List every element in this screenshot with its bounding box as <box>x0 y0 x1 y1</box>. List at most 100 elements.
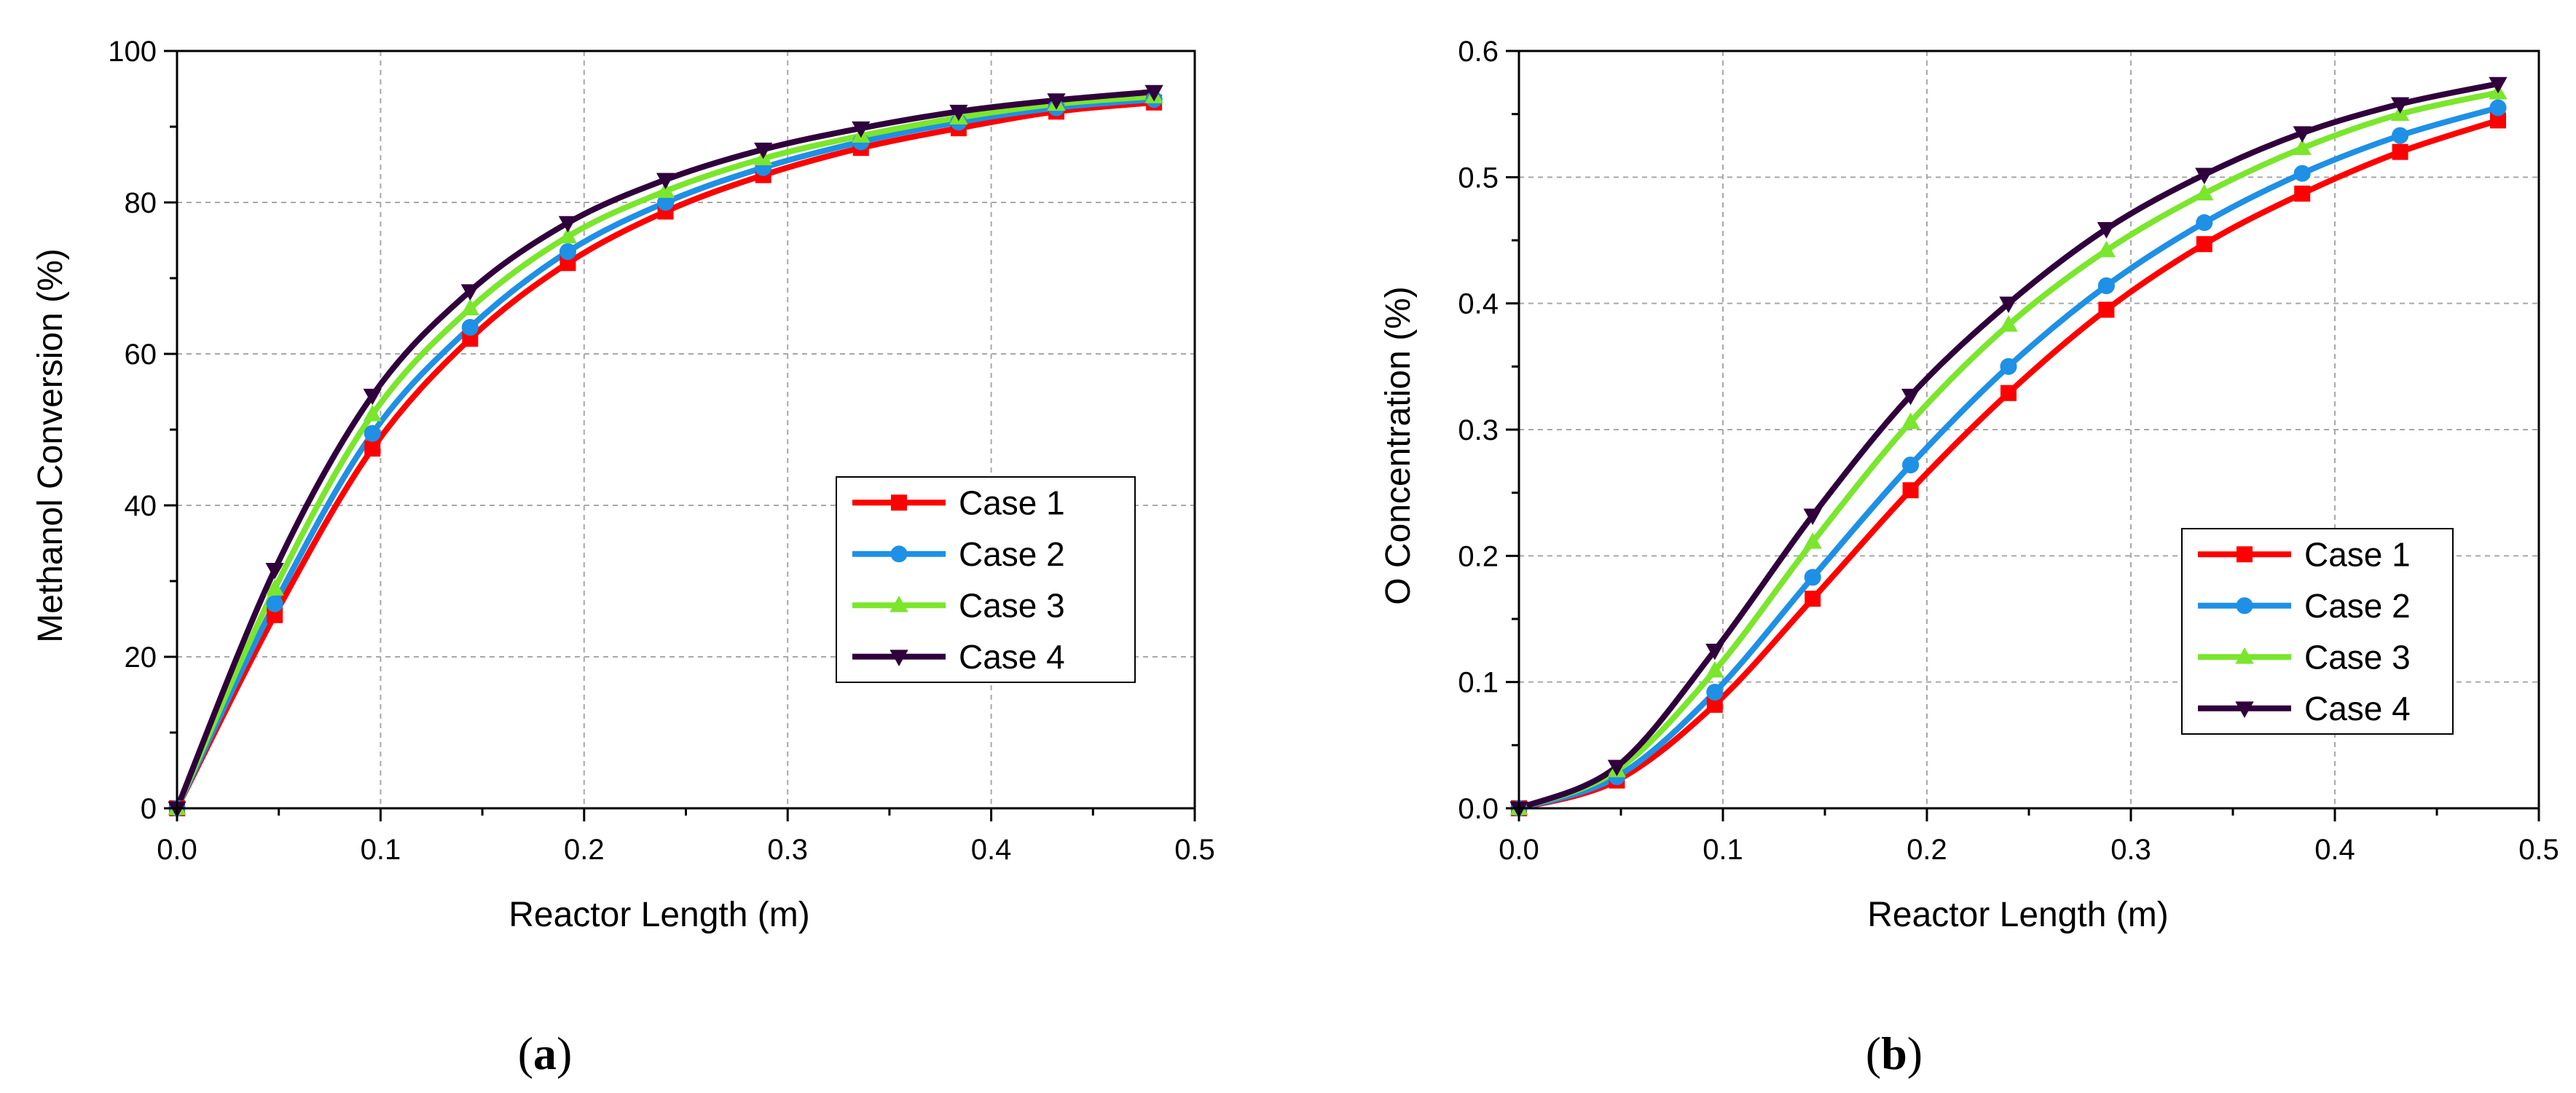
data-point-case-2 <box>2000 358 2017 375</box>
data-point-case-1 <box>1805 591 1821 607</box>
legend-label-case-3: Case 3 <box>2304 638 2411 676</box>
data-point-case-3 <box>1999 315 2018 332</box>
legend-marker-case-1 <box>2237 546 2253 563</box>
legend-marker-case-4 <box>890 650 908 666</box>
x-tick-label: 0.3 <box>2110 834 2151 866</box>
data-point-case-2 <box>2489 99 2507 117</box>
legend-marker-case-1 <box>891 494 907 511</box>
data-point-case-3 <box>1705 660 1724 678</box>
data-point-case-3 <box>1803 532 1822 549</box>
y-tick-label: 40 <box>125 490 157 522</box>
data-point-case-1 <box>2196 236 2212 253</box>
y-tick-label: 0 <box>141 793 157 825</box>
chart-panel-a: 0.0 0.1 0.2 0.3 0.4 0.5 0 20 40 60 80 100 Reactor L… <box>31 36 1215 1079</box>
legend-b: Case 1 Case 2 Case 3 Case 4 <box>2181 528 2454 735</box>
legend-label-case-3: Case 3 <box>959 586 1065 624</box>
y-tick-label: 0.4 <box>1458 288 1499 320</box>
data-point-case-2 <box>2392 127 2409 144</box>
data-point-case-4 <box>363 388 382 406</box>
data-point-case-4 <box>2293 126 2312 143</box>
data-point-case-3 <box>1901 412 1920 429</box>
y-tick-label: 0.6 <box>1458 36 1499 68</box>
x-tick-label: 0.2 <box>1907 834 1947 866</box>
data-point-case-3 <box>656 181 675 198</box>
grid-a <box>177 51 1195 808</box>
panel-label-a-letter: a <box>533 1027 557 1079</box>
y-tick-label: 100 <box>108 36 157 68</box>
legend-marker-case-2 <box>890 545 908 563</box>
panel-label-b-open: ( <box>1866 1027 1881 1079</box>
data-point-case-2 <box>266 595 283 612</box>
data-point-case-2 <box>364 425 381 442</box>
axes-a: 0.0 0.1 0.2 0.3 0.4 0.5 0 20 40 60 80 100 <box>108 36 1215 866</box>
y-tick-label: 0.0 <box>1458 793 1499 825</box>
x-tick-label: 0.5 <box>2518 834 2559 866</box>
data-point-case-4 <box>1144 84 1163 102</box>
panel-label-a: (a) <box>518 1027 573 1079</box>
data-point-case-1 <box>2098 301 2115 318</box>
data-point-case-4 <box>2390 97 2410 114</box>
series-line-4 <box>1516 81 2501 811</box>
series-layer-b <box>1509 76 2508 818</box>
data-point-case-4 <box>754 142 773 159</box>
data-point-case-2 <box>559 243 576 261</box>
x-tick-label: 0.4 <box>2314 834 2355 866</box>
legend-label-case-4: Case 4 <box>2304 690 2411 727</box>
legend-box-b <box>2181 528 2454 735</box>
x-tick-label: 0.5 <box>1174 834 1215 866</box>
legend-marker-case-4 <box>2235 701 2254 718</box>
data-point-case-4 <box>558 216 578 233</box>
legend-marker-case-3 <box>890 596 908 612</box>
chart-panel-b: 0.0 0.1 0.2 0.3 0.4 0.50.00.10.20.30.40.50.6 … <box>1379 36 2559 1079</box>
x-tick-label: 0.0 <box>157 834 197 866</box>
legend-a: Case 1 Case 2 Case 3 Case 4 <box>836 476 1136 683</box>
series-line-4 <box>174 89 1158 811</box>
data-point-case-2 <box>1902 456 1920 474</box>
x-tick-label: 0.2 <box>564 834 605 866</box>
data-point-case-3 <box>2195 184 2214 201</box>
x-axis-title-b: Reactor Length (m) <box>1867 896 2169 934</box>
data-point-case-1 <box>2000 384 2017 401</box>
data-point-case-2 <box>657 194 675 211</box>
legend-marker-case-3 <box>2235 647 2254 664</box>
y-tick-label: 20 <box>125 642 157 674</box>
x-tick-label: 0.1 <box>1703 834 1743 866</box>
legend-label-case-2: Case 2 <box>2304 587 2411 625</box>
data-point-case-3 <box>2097 240 2116 258</box>
data-point-case-3 <box>558 226 578 244</box>
data-point-case-3 <box>2293 138 2312 155</box>
data-point-case-4 <box>949 104 968 122</box>
y-tick-label: 0.1 <box>1458 667 1499 699</box>
data-point-case-2 <box>461 319 479 336</box>
data-point-case-3 <box>363 405 382 422</box>
plot-frame-a <box>176 50 1196 810</box>
data-point-case-3 <box>265 579 284 596</box>
x-axis-title-a: Reactor Length (m) <box>508 896 810 934</box>
series-line-2 <box>1516 105 2501 811</box>
data-point-case-1 <box>2294 185 2311 202</box>
panel-label-a-open: ( <box>518 1027 533 1079</box>
y-tick-label: 0.3 <box>1458 414 1499 446</box>
y-axis-title-a: Methanol Conversion (%) <box>31 248 70 643</box>
data-point-case-4 <box>1047 93 1066 110</box>
series-line-1 <box>1516 117 2501 811</box>
data-point-case-4 <box>2097 222 2116 239</box>
data-point-case-4 <box>656 173 675 189</box>
data-point-case-2 <box>1706 683 1724 701</box>
data-point-case-2 <box>2196 214 2213 232</box>
data-point-case-2 <box>2097 277 2115 294</box>
legend-label-case-1: Case 1 <box>959 484 1065 521</box>
y-tick-label: 80 <box>125 187 157 219</box>
data-point-case-1 <box>364 441 381 457</box>
x-tick-label: 0.1 <box>361 834 401 866</box>
y-tick-label: 0.5 <box>1458 162 1499 194</box>
data-point-case-1 <box>2392 143 2408 160</box>
legend-label-case-4: Case 4 <box>959 638 1065 676</box>
data-point-case-1 <box>1706 696 1723 713</box>
data-point-case-4 <box>2489 76 2508 94</box>
legend-label-case-1: Case 1 <box>2304 535 2411 573</box>
series-line-3 <box>174 93 1158 811</box>
y-tick-label: 60 <box>125 339 157 371</box>
data-point-case-4 <box>2195 167 2214 185</box>
